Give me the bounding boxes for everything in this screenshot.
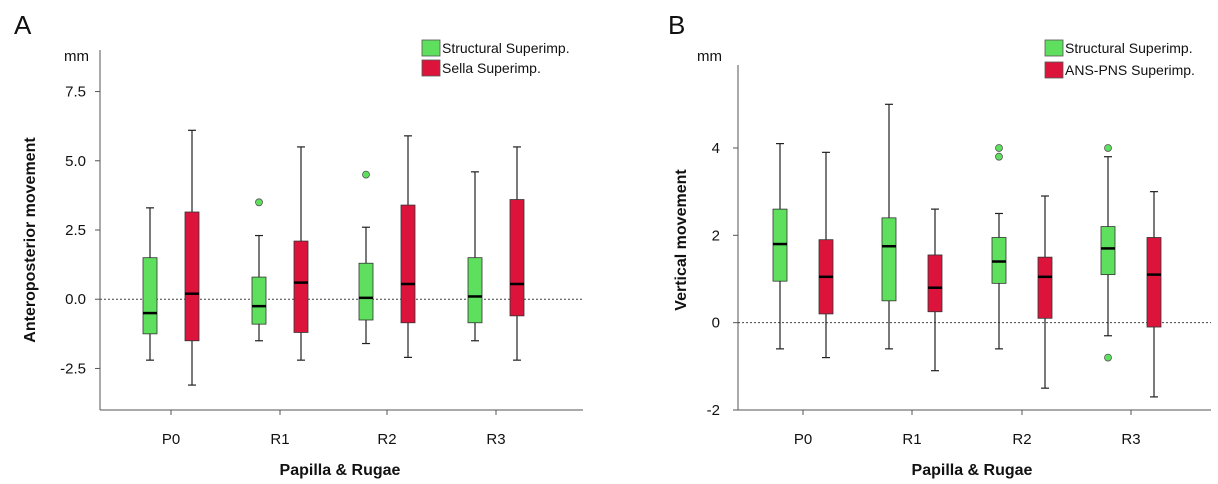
iqr-box — [467, 257, 483, 324]
legend-label: Structural Superimp. — [442, 40, 570, 56]
box-r3 — [1100, 144, 1116, 362]
x-axis-title: Papilla & Rugae — [912, 462, 1033, 479]
y-tick-label: -2 — [707, 402, 720, 419]
x-tick-label: R3 — [1121, 431, 1140, 448]
legend-swatch — [1044, 39, 1064, 57]
panel-label: A — [14, 10, 32, 40]
box-r2 — [991, 144, 1007, 350]
iqr-box — [927, 254, 943, 313]
box-r1 — [927, 208, 943, 372]
y-tick-label: 5.0 — [65, 153, 86, 170]
box-r2 — [358, 170, 374, 345]
x-tick-label: R1 — [270, 431, 289, 448]
box-r3 — [1146, 191, 1162, 398]
outlier-point — [995, 144, 1003, 152]
y-tick-label: 2 — [712, 227, 720, 244]
box-p0 — [818, 151, 834, 359]
iqr-box — [358, 262, 374, 321]
series-comparison — [818, 151, 1162, 398]
iqr-box — [1100, 226, 1116, 276]
y-axis-title: Anteroposterior movement — [22, 137, 39, 343]
box-r1 — [251, 198, 267, 342]
y-tick-label: -2.5 — [60, 360, 86, 377]
x-tick-label: R2 — [1012, 431, 1031, 448]
x-axis-title: Papilla & Rugae — [280, 462, 401, 479]
series-structural — [772, 103, 1116, 362]
iqr-box — [881, 217, 897, 302]
y-tick-label: 2.5 — [65, 222, 86, 239]
box-p0 — [142, 207, 158, 361]
y-axis-title: Vertical movement — [673, 169, 690, 311]
x-tick-label: R3 — [486, 431, 505, 448]
box-r3 — [509, 146, 525, 361]
outlier-point — [995, 152, 1003, 161]
iqr-box — [251, 276, 267, 325]
iqr-box — [400, 204, 416, 324]
box-p0 — [184, 129, 200, 386]
outlier-point — [255, 198, 263, 207]
legend-swatch — [421, 59, 441, 77]
iqr-box — [142, 257, 158, 335]
legend-label: Sella Superimp. — [442, 60, 541, 76]
y-tick-label: 4 — [712, 140, 720, 157]
box-p0 — [772, 143, 788, 350]
y-tick-label: 7.5 — [65, 84, 86, 101]
x-tick-label: P0 — [162, 431, 180, 448]
y-axis-unit: mm — [64, 48, 89, 65]
legend: Structural Superimp. Sella Superimp. — [421, 39, 570, 77]
legend-label: ANS-PNS Superimp. — [1065, 62, 1195, 78]
outlier-point — [1104, 144, 1112, 152]
legend-swatch — [1044, 61, 1064, 79]
iqr-box — [184, 211, 200, 342]
y-tick-label: 0.0 — [65, 291, 86, 308]
box-r1 — [881, 103, 897, 350]
box-r2 — [1037, 195, 1053, 389]
outlier-point — [1104, 353, 1112, 362]
x-tick-label: R1 — [902, 431, 921, 448]
x-tick-label: P0 — [794, 431, 812, 448]
box-r2 — [400, 135, 416, 358]
legend: Structural Superimp. ANS-PNS Superimp. — [1044, 39, 1195, 79]
legend-label: Structural Superimp. — [1065, 40, 1193, 56]
iqr-box — [1146, 237, 1162, 328]
y-axis-unit: mm — [697, 48, 722, 65]
chart-panel-b: Bmm -2 0 2 4 P0 R1 R2 R3 Papilla & Rugae Vertical … — [668, 10, 1211, 479]
iqr-box — [293, 240, 309, 333]
box-r1 — [293, 146, 309, 361]
x-tick-label: R2 — [377, 431, 396, 448]
outlier-point — [362, 170, 370, 179]
box-r3 — [467, 171, 483, 342]
iqr-box — [509, 199, 525, 317]
chart-panel-a: Amm -2.5 0.0 2.5 5.0 7.5 P0 R1 R2 R3 Papilla & Rug… — [14, 10, 583, 479]
legend-swatch — [421, 39, 441, 57]
iqr-box — [1037, 256, 1053, 319]
series-comparison — [184, 129, 525, 386]
y-tick-label: 0 — [712, 315, 720, 332]
panel-label: B — [668, 10, 685, 40]
series-structural — [142, 170, 483, 361]
